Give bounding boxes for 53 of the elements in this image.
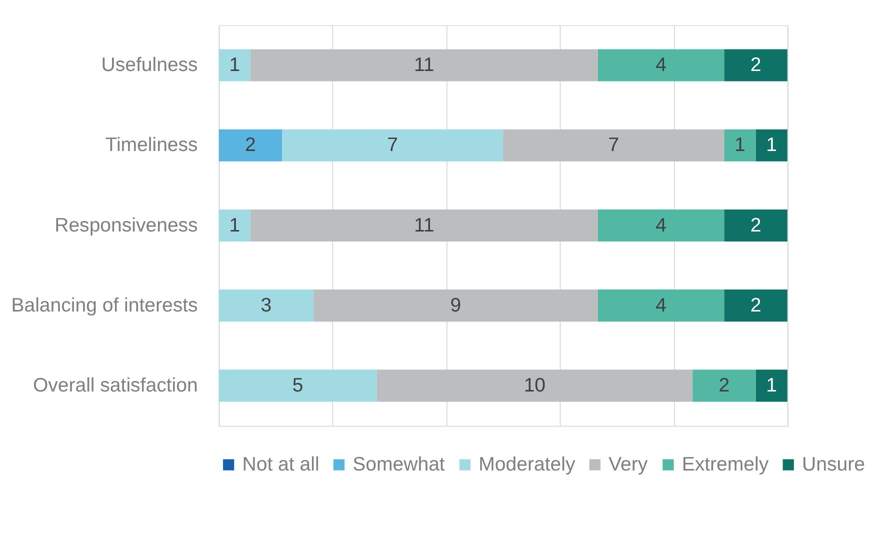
data-label: 2 <box>750 294 762 316</box>
data-label: 3 <box>260 294 272 316</box>
data-label: 9 <box>450 294 462 316</box>
bar <box>598 209 724 242</box>
data-label: 1 <box>766 374 777 397</box>
legend-label: Very <box>608 454 648 476</box>
bar <box>598 290 724 322</box>
bar <box>218 290 314 322</box>
y-tick-label: Responsiveness <box>54 214 198 236</box>
bar <box>724 290 788 322</box>
data-label: 1 <box>229 214 240 236</box>
y-tick-label: Timeliness <box>105 134 198 156</box>
legend-label: Not at all <box>242 454 320 476</box>
data-label: 11 <box>414 54 434 76</box>
y-tick-label: Balancing of interests <box>11 294 198 316</box>
bar <box>756 370 788 402</box>
data-label: 1 <box>766 134 777 156</box>
bar <box>218 370 377 402</box>
bar <box>314 290 598 322</box>
data-label: 11 <box>414 214 434 236</box>
data-label: 2 <box>718 374 730 397</box>
bar <box>218 49 250 82</box>
data-label: 5 <box>292 374 304 397</box>
bar <box>724 209 788 242</box>
bar <box>282 129 504 162</box>
y-tick-label: Usefulness <box>101 54 198 76</box>
bar <box>250 209 598 242</box>
data-label: 7 <box>387 134 398 156</box>
data-label: 1 <box>229 54 240 76</box>
bar <box>218 129 282 162</box>
bar <box>598 49 724 82</box>
data-label: 4 <box>656 294 667 316</box>
bar <box>250 49 598 82</box>
bar <box>724 49 788 82</box>
data-label: 2 <box>244 134 256 156</box>
legend-label: Extremely <box>682 454 769 476</box>
data-label: 4 <box>656 214 667 236</box>
legend-label: Unsure <box>802 454 865 476</box>
bar <box>724 129 756 162</box>
y-tick-label: Overall satisfaction <box>32 374 198 397</box>
data-label: 10 <box>524 374 546 397</box>
legend-label: Somewhat <box>352 454 446 476</box>
data-label: 2 <box>750 54 762 76</box>
bar <box>756 129 788 162</box>
data-label: 7 <box>608 134 620 156</box>
data-label: 1 <box>734 134 746 156</box>
bar <box>503 129 724 162</box>
bar <box>692 370 756 402</box>
bar <box>376 370 693 402</box>
data-label: 4 <box>656 54 667 76</box>
data-label: 2 <box>750 214 762 236</box>
bar <box>218 209 250 242</box>
legend-label: Moderately <box>478 454 576 476</box>
